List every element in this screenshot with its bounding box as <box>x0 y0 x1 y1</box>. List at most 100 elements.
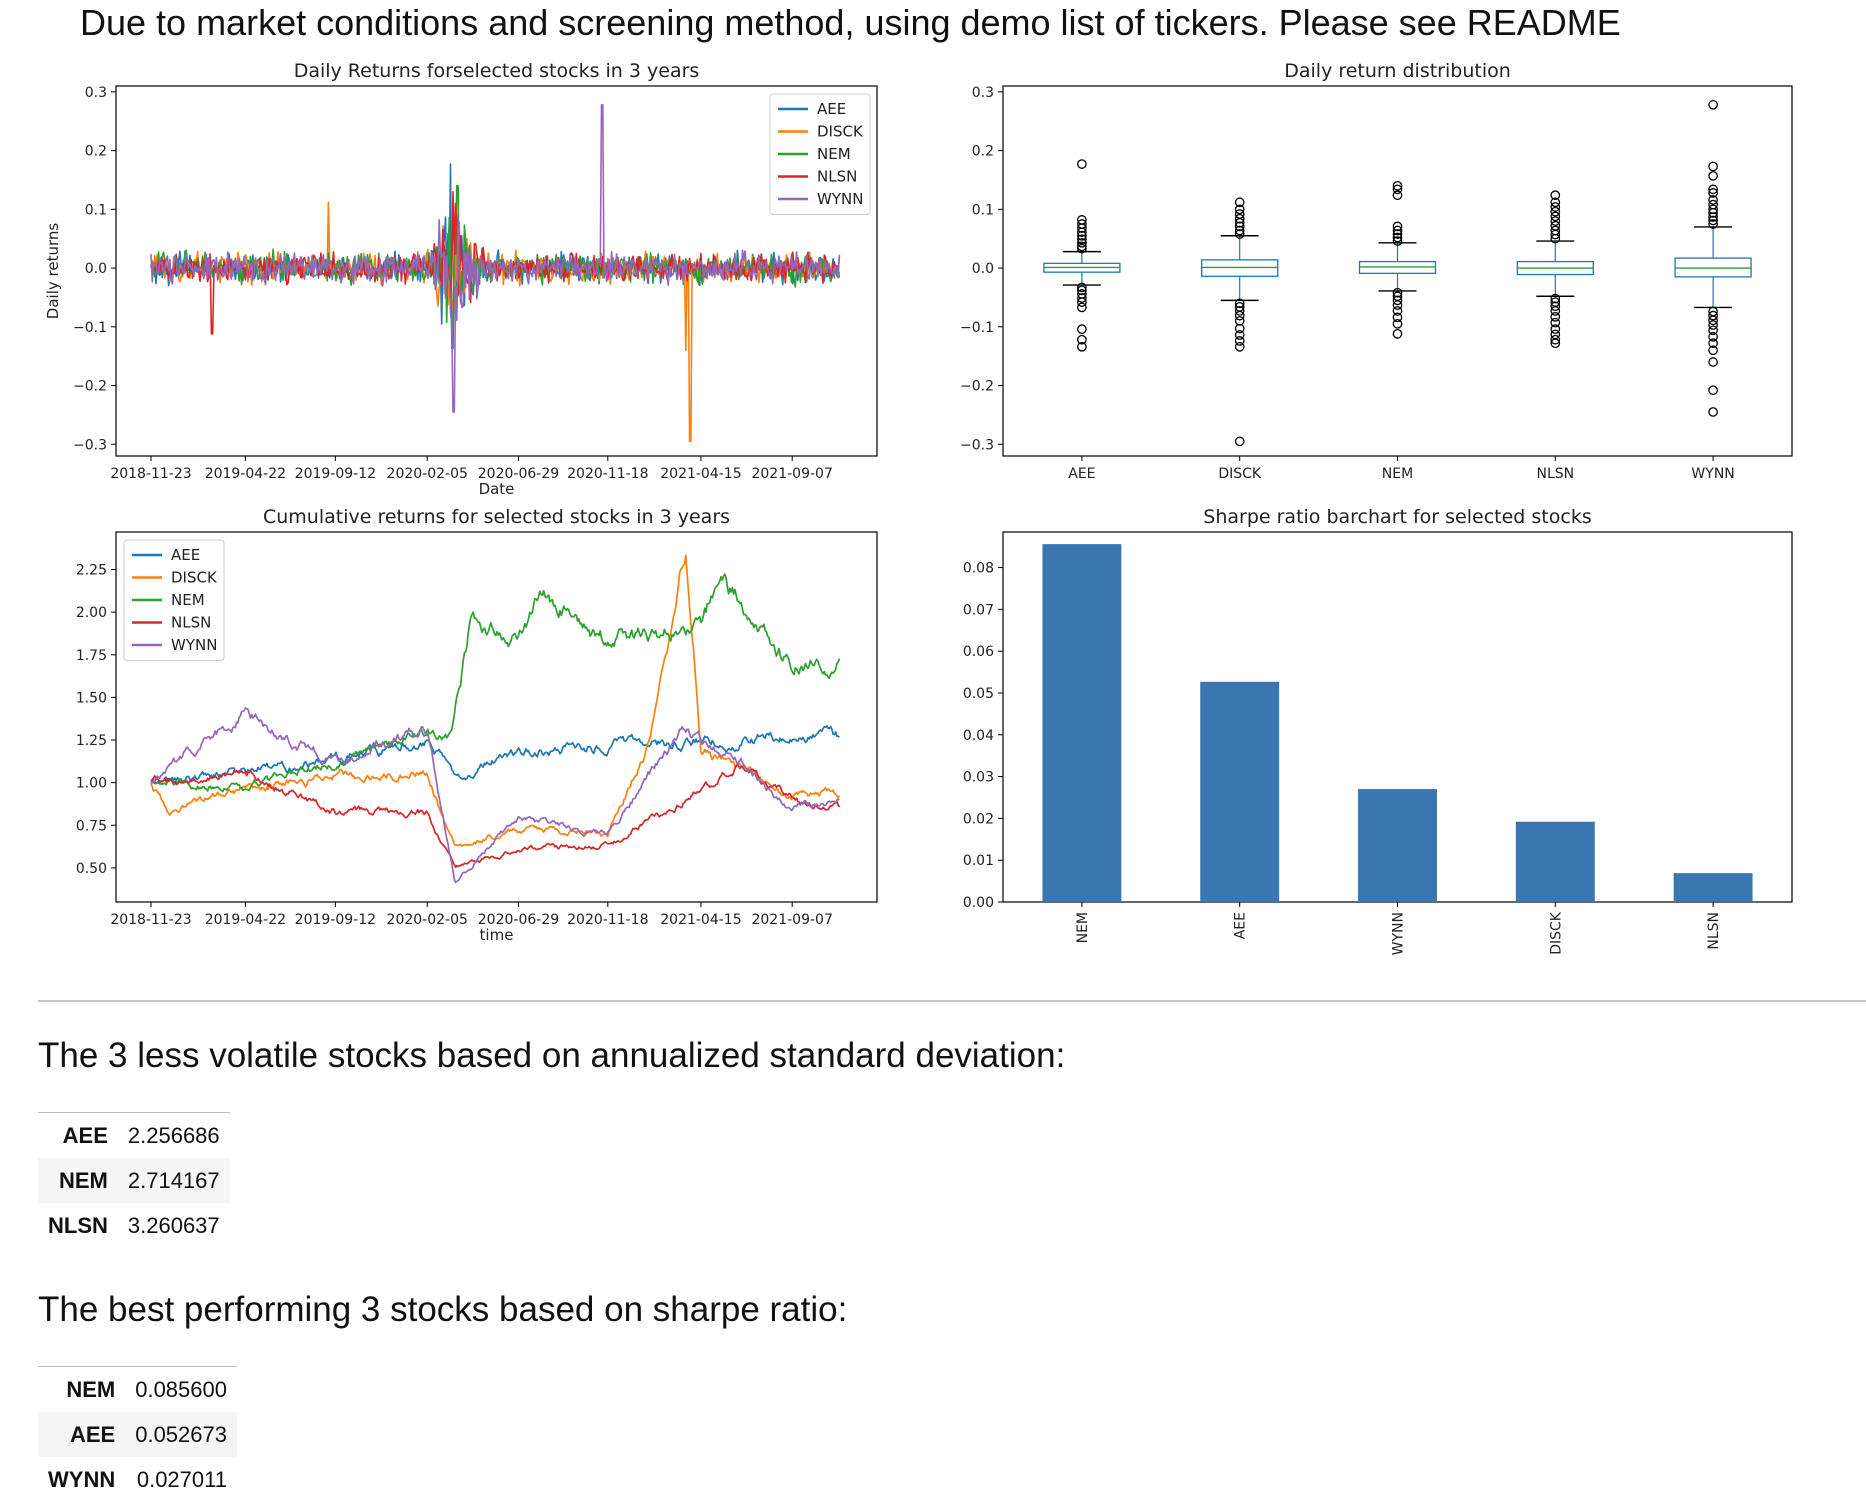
outlier-point <box>1708 184 1718 195</box>
outlier-point <box>1392 221 1403 232</box>
outlier-point <box>1392 229 1403 239</box>
x-tick-label: 2021-04-15 <box>660 466 741 482</box>
table-row: NEM 0.085600 <box>38 1367 237 1413</box>
outlier-point <box>1708 212 1718 222</box>
x-tick-label: NEM <box>1382 466 1413 482</box>
x-tick-label: 2019-04-22 <box>205 466 286 482</box>
y-tick-label: 1.00 <box>76 776 107 792</box>
outlier-point <box>1392 312 1403 323</box>
box-aee <box>1043 159 1121 352</box>
sharpe-table: NEM 0.085600 AEE 0.052673 WYNN 0.027011 <box>38 1366 237 1502</box>
table-row: NEM 2.714167 <box>38 1158 230 1203</box>
y-tick-label: 0.05 <box>963 686 994 702</box>
outlier-point <box>1234 298 1245 309</box>
outlier-point <box>1550 324 1561 334</box>
row-value: 3.260637 <box>127 1213 220 1238</box>
plot-frame <box>1002 85 1793 457</box>
bar-nlsn <box>1673 873 1753 902</box>
row-ticker: NLSN <box>48 1213 108 1238</box>
legend-label: AEE <box>817 100 846 118</box>
outlier-point <box>1550 301 1561 312</box>
legend-label: NLSN <box>171 614 211 632</box>
outlier-point <box>1077 227 1087 238</box>
x-tick-label: 2020-02-05 <box>387 912 468 928</box>
chart-title: Daily Returns forselected stocks in 3 ye… <box>294 60 700 82</box>
x-axis-label: time <box>480 926 514 944</box>
chart-title: Sharpe ratio barchart for selected stock… <box>1203 506 1591 528</box>
outlier-point <box>1392 295 1403 306</box>
series-line-aee <box>150 163 841 350</box>
outlier-point <box>1708 99 1718 110</box>
outlier-point <box>1550 190 1561 201</box>
row-value: 2.714167 <box>127 1168 220 1193</box>
outlier-point <box>1708 310 1718 321</box>
outlier-point <box>1077 237 1087 248</box>
outlier-point <box>1708 188 1718 198</box>
outlier-point <box>1708 320 1718 330</box>
outlier-point <box>1550 202 1561 212</box>
y-tick-label: 0.3 <box>972 85 994 101</box>
outlier-point <box>1708 215 1718 226</box>
x-tick-label: 2019-04-22 <box>205 912 286 928</box>
y-tick-label: 0.02 <box>963 811 994 827</box>
y-tick-label: 0.04 <box>963 728 994 744</box>
outlier-point <box>1077 282 1087 293</box>
legend-label: DISCK <box>817 123 864 141</box>
outlier-point <box>1077 159 1087 169</box>
outlier-point <box>1550 197 1561 208</box>
y-tick-label: −0.3 <box>73 437 107 453</box>
outlier-point <box>1708 325 1718 336</box>
outlier-point <box>1550 211 1561 222</box>
y-tick-label: 0.0 <box>972 261 994 277</box>
outlier-point <box>1234 323 1245 334</box>
x-tick-label: 2021-09-07 <box>751 912 832 928</box>
outlier-point <box>1234 336 1245 346</box>
y-tick-label: 0.50 <box>76 861 107 877</box>
x-tick-label: DISCK <box>1218 466 1262 482</box>
bar-aee <box>1200 681 1280 902</box>
outlier-point <box>1392 184 1403 195</box>
outlier-point <box>1550 311 1561 322</box>
series-line-aee <box>150 725 840 785</box>
y-tick-label: 0.01 <box>963 853 994 869</box>
x-tick-label: NLSN <box>1536 466 1574 482</box>
row-value: 0.085600 <box>135 1377 227 1402</box>
y-tick-label: −0.2 <box>960 379 994 395</box>
series-line-wynn <box>150 104 841 413</box>
x-tick-label: 2021-04-15 <box>660 912 741 928</box>
sharpe-heading: The best performing 3 stocks based on sh… <box>38 1290 848 1329</box>
x-tick-label: DISCK <box>1548 911 1564 955</box>
outlier-point <box>1708 208 1718 218</box>
row-ticker: AEE <box>69 1422 116 1447</box>
outlier-point <box>1550 334 1561 345</box>
y-axis-label: Daily returns <box>44 223 62 320</box>
y-tick-label: 0.2 <box>85 144 107 160</box>
outlier-point <box>1550 233 1561 244</box>
x-tick-label: AEE <box>1233 912 1249 939</box>
outlier-point <box>1708 407 1718 417</box>
outlier-point <box>1077 293 1087 303</box>
outlier-point <box>1550 206 1561 217</box>
outlier-point <box>1708 315 1718 326</box>
outlier-point <box>1077 302 1087 313</box>
outlier-point <box>1234 306 1245 316</box>
outlier-point <box>1077 285 1087 296</box>
series-line-nem <box>150 573 841 793</box>
x-tick-label: 2019-09-12 <box>295 912 376 928</box>
outlier-point <box>1708 357 1718 367</box>
y-tick-label: 0.07 <box>963 602 994 618</box>
x-tick-label: 2020-11-18 <box>567 912 648 928</box>
outlier-point <box>1550 229 1561 240</box>
x-tick-label: WYNN <box>1391 912 1407 955</box>
outlier-point <box>1708 204 1718 215</box>
outlier-point <box>1077 334 1087 345</box>
table-row: WYNN 0.027011 <box>38 1457 237 1502</box>
box-wynn <box>1674 99 1752 417</box>
y-tick-label: 0.75 <box>76 818 107 834</box>
y-tick-label: 0.0 <box>85 261 107 277</box>
outlier-point <box>1234 225 1245 236</box>
outlier-point <box>1392 306 1403 316</box>
x-tick-label: NEM <box>1075 912 1091 943</box>
outlier-point <box>1234 197 1245 208</box>
x-tick-label: WYNN <box>1691 466 1734 482</box>
